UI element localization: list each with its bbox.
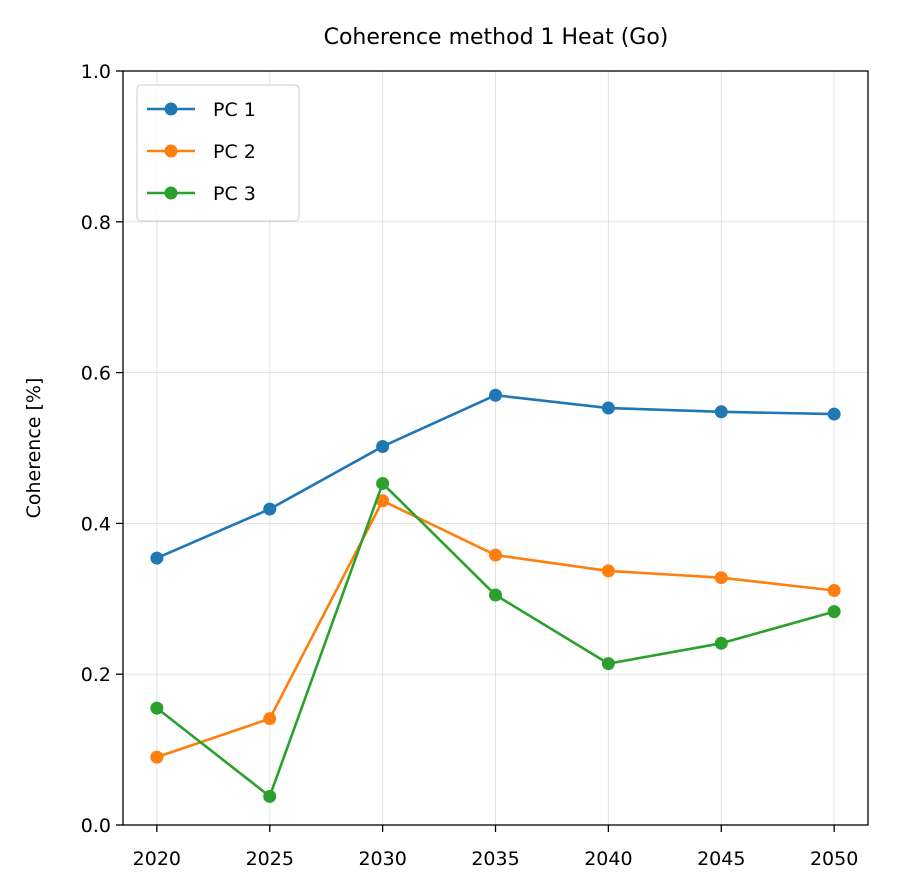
y-tick-label: 0.2 (81, 664, 111, 686)
data-point (263, 712, 277, 726)
data-point (714, 571, 728, 585)
data-point (150, 701, 164, 715)
data-point (376, 476, 390, 490)
series-layer (150, 388, 841, 803)
data-point (714, 636, 728, 650)
data-point (601, 564, 615, 578)
data-point (263, 502, 277, 516)
y-tick-label: 0.4 (81, 513, 111, 535)
data-point (489, 388, 502, 402)
legend: PC 1 PC 2 PC 3 (136, 84, 300, 222)
data-point (376, 439, 390, 453)
x-tick-label: 2035 (471, 848, 519, 870)
x-tick-label: 2030 (358, 848, 406, 870)
chart-title: Coherence method 1 Heat (Go) (324, 25, 669, 50)
data-point (489, 588, 502, 602)
x-tick-label: 2020 (133, 848, 181, 870)
legend-swatch-marker (164, 186, 178, 200)
data-point (827, 584, 841, 598)
x-tick-label: 2040 (584, 848, 632, 870)
legend-swatch-marker (164, 144, 178, 158)
ticks: 2020 2025 2030 2035 2040 2045 2050 0.0 0.2 0.4 0.6… (81, 61, 859, 870)
legend-box (136, 84, 300, 222)
data-point (150, 750, 164, 764)
data-point (714, 405, 728, 419)
data-point (263, 789, 277, 803)
data-point (150, 551, 164, 565)
data-point (601, 401, 615, 415)
x-tick-label: 2050 (810, 848, 858, 870)
y-tick-label: 0.6 (81, 363, 111, 385)
legend-swatch-marker (164, 102, 178, 116)
legend-label: PC 3 (213, 183, 256, 205)
legend-label: PC 2 (213, 141, 256, 163)
y-tick-label: 0.8 (81, 212, 111, 234)
data-point (601, 657, 615, 671)
x-tick-label: 2045 (697, 848, 745, 870)
data-point (376, 494, 390, 508)
legend-label: PC 1 (213, 99, 256, 121)
data-point (489, 548, 502, 562)
data-point (827, 605, 841, 619)
y-axis-label: Coherence [%] (23, 378, 45, 519)
x-tick-label: 2025 (246, 848, 294, 870)
y-tick-label: 0.0 (81, 815, 111, 837)
data-point (827, 407, 841, 421)
y-tick-label: 1.0 (81, 61, 111, 83)
